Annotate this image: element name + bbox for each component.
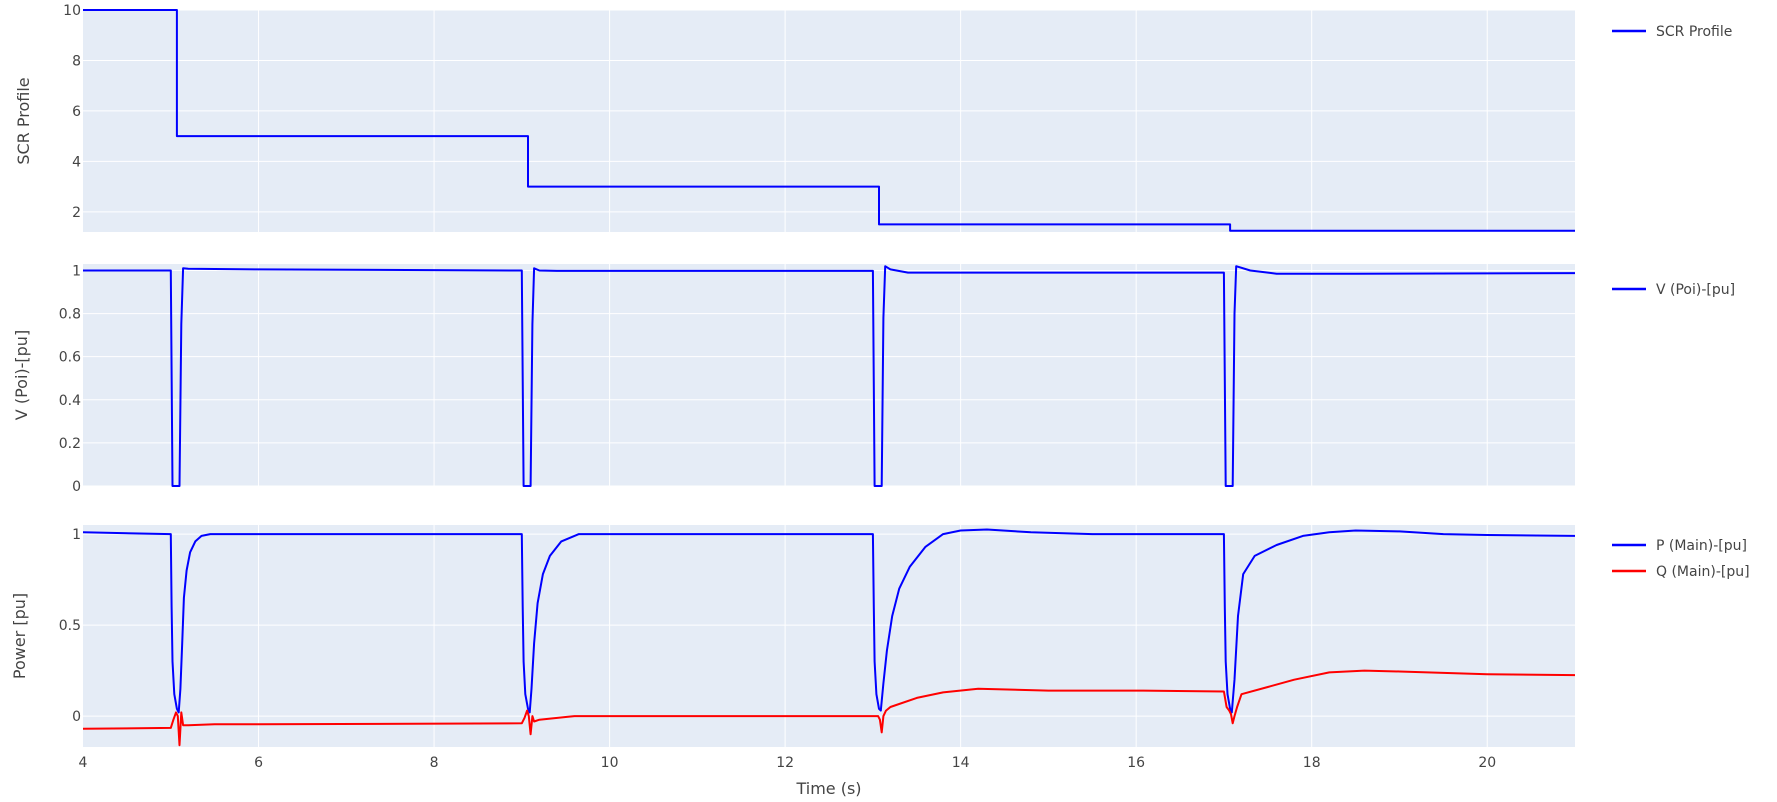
subplot-scr-profile: 2 4 6 8 10 SCR Profile	[14, 3, 1575, 232]
y-tick-label: 0.5	[59, 618, 81, 634]
gridlines-scr	[83, 9, 1575, 232]
y-ticks-scr: 2 4 6 8 10	[63, 3, 81, 221]
series-line-v-poi-pu	[83, 265, 1576, 487]
y-tick-label: 0.8	[59, 307, 81, 323]
gridlines-voltage	[83, 264, 1575, 487]
plot-area-power	[83, 525, 1575, 747]
legend-label: SCR Profile	[1656, 24, 1732, 40]
x-tick-label: 8	[430, 755, 439, 771]
x-tick-label: 18	[1303, 755, 1321, 771]
plot-area-scr	[83, 10, 1575, 232]
y-tick-label: 1	[72, 263, 81, 279]
legend: SCR Profile V (Poi)-[pu] P (Main)-[pu] Q (M…	[1612, 24, 1750, 580]
x-ticks: 4 6 8 10 12 14 16 18 20	[79, 755, 1497, 771]
y-tick-label: 6	[72, 104, 81, 120]
series-line-q-main-pu	[82, 669, 1576, 747]
plot-area-voltage	[83, 264, 1575, 486]
y-tick-label: 0.4	[59, 393, 81, 409]
y-tick-label: 0	[72, 709, 81, 725]
series-line-scr-profile	[83, 9, 1575, 232]
legend-label: Q (Main)-[pu]	[1656, 564, 1750, 580]
legend-label: V (Poi)-[pu]	[1656, 282, 1735, 298]
y-tick-label: 0.6	[59, 350, 81, 366]
y-ticks-voltage: 0 0.2 0.4 0.6 0.8 1	[59, 263, 81, 495]
x-tick-label: 16	[1127, 755, 1145, 771]
x-tick-label: 20	[1478, 755, 1496, 771]
y-tick-label: 4	[72, 154, 81, 170]
series-layer-voltage	[83, 265, 1576, 487]
y-tick-label: 0	[72, 479, 81, 495]
series-layer-power	[82, 528, 1576, 747]
y-tick-label: 1	[72, 527, 81, 543]
subplot-voltage: 0 0.2 0.4 0.6 0.8 1 V (Poi)-[pu]	[12, 263, 1576, 495]
y-ticks-power: 00.51	[59, 527, 81, 725]
y-axis-label-voltage: V (Poi)-[pu]	[12, 330, 31, 420]
x-tick-label: 14	[952, 755, 970, 771]
x-tick-label: 10	[601, 755, 619, 771]
y-tick-label: 0.2	[59, 436, 81, 452]
y-tick-label: 10	[63, 3, 81, 19]
subplot-power: 00.51 Power [pu]	[10, 525, 1576, 747]
y-axis-label-power: Power [pu]	[10, 593, 29, 679]
x-axis-label: Time (s)	[795, 779, 861, 798]
y-tick-label: 2	[72, 205, 81, 221]
series-line-p-main-pu	[82, 528, 1576, 714]
x-tick-label: 6	[254, 755, 263, 771]
y-axis-label-scr: SCR Profile	[14, 77, 33, 164]
x-tick-label: 4	[79, 755, 88, 771]
y-tick-label: 8	[72, 53, 81, 69]
x-tick-label: 12	[776, 755, 794, 771]
legend-label: P (Main)-[pu]	[1656, 538, 1747, 554]
series-layer-scr	[83, 9, 1575, 232]
